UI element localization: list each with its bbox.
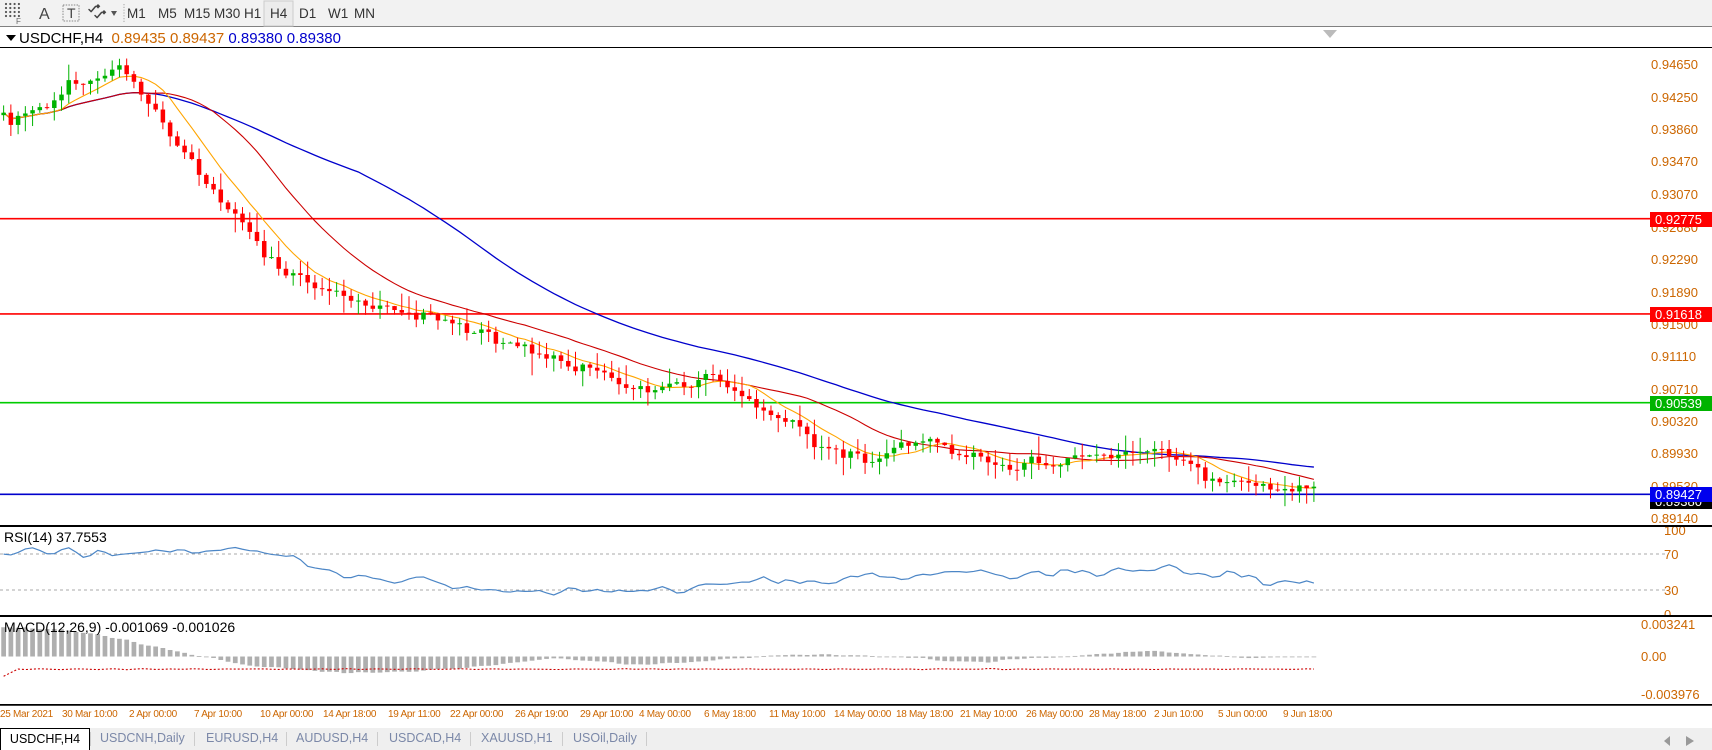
svg-text:F: F: [16, 17, 21, 26]
svg-text:MN: MN: [354, 6, 375, 21]
svg-text:M5: M5: [158, 6, 177, 21]
svg-text:H4: H4: [270, 6, 288, 21]
svg-text:W1: W1: [328, 6, 348, 21]
svg-text:M15: M15: [184, 6, 210, 21]
svg-text:D1: D1: [299, 6, 316, 21]
svg-text:H1: H1: [244, 6, 261, 21]
svg-text:A: A: [39, 6, 50, 23]
svg-text:T: T: [67, 5, 76, 21]
svg-text:M1: M1: [127, 6, 146, 21]
svg-text:M30: M30: [214, 6, 240, 21]
